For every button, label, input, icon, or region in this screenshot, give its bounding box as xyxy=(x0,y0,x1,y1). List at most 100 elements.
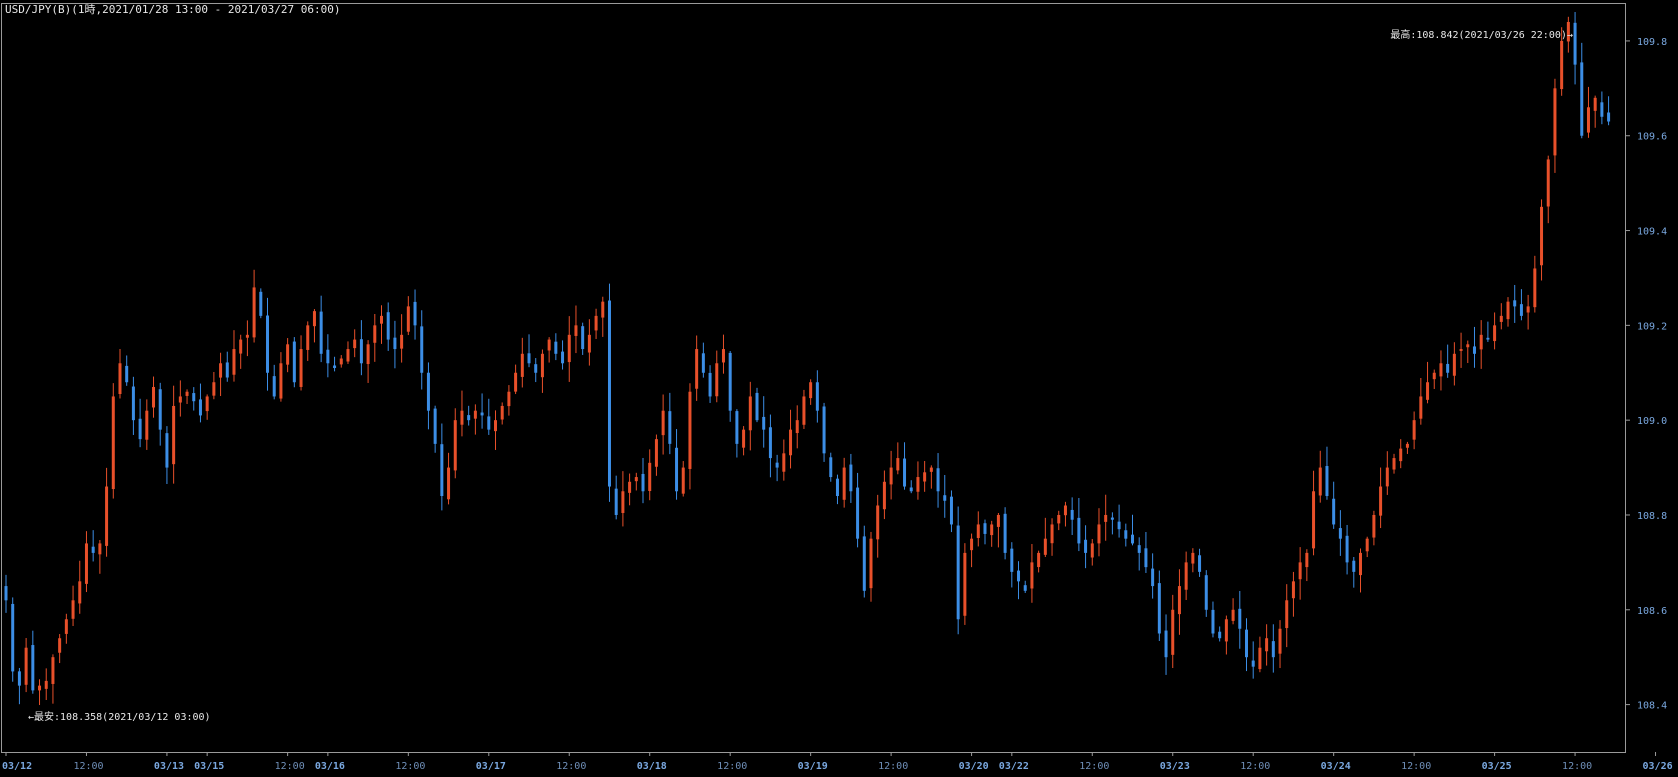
candle-body xyxy=(1198,555,1202,572)
candle-body xyxy=(1251,660,1255,667)
candle-body xyxy=(1546,159,1550,207)
candle-body xyxy=(721,349,725,363)
candle-body xyxy=(51,657,55,684)
candle-body xyxy=(715,363,719,397)
candle-39 xyxy=(266,297,270,391)
candle-124 xyxy=(835,474,839,505)
candle-37 xyxy=(252,269,256,343)
candle-111 xyxy=(748,381,752,451)
candle-body xyxy=(1499,315,1503,322)
candle-167 xyxy=(1124,523,1128,547)
candle-8 xyxy=(58,634,62,664)
candle-15 xyxy=(105,467,109,557)
candle-19 xyxy=(131,376,135,435)
candle-body xyxy=(1057,514,1061,524)
candle-209 xyxy=(1405,441,1409,454)
x-tick-label: 03/24 xyxy=(1321,761,1351,772)
candle-25 xyxy=(172,385,176,484)
candle-143 xyxy=(963,543,967,625)
candle-body xyxy=(607,300,611,487)
candle-body xyxy=(333,365,337,369)
candle-body xyxy=(91,546,95,553)
candle-98 xyxy=(661,394,665,455)
candle-65 xyxy=(440,423,444,511)
candle-127 xyxy=(856,472,860,548)
candle-body xyxy=(319,311,323,354)
candle-204 xyxy=(1372,510,1376,546)
candle-41 xyxy=(279,352,283,402)
candle-46 xyxy=(312,309,316,343)
candle-4 xyxy=(31,630,35,694)
candle-148 xyxy=(996,513,1000,548)
candle-156 xyxy=(1050,518,1054,556)
candle-34 xyxy=(232,330,236,382)
candle-131 xyxy=(882,470,886,520)
candle-181 xyxy=(1218,626,1222,642)
candle-body xyxy=(373,325,377,343)
candle-178 xyxy=(1198,548,1202,577)
candle-body xyxy=(534,364,538,373)
candle-body xyxy=(990,524,994,536)
candle-body xyxy=(346,349,350,362)
candle-body xyxy=(1332,498,1336,525)
candle-body xyxy=(1164,630,1168,658)
candle-89 xyxy=(601,296,605,337)
candle-97 xyxy=(654,434,658,476)
candle-body xyxy=(889,467,893,485)
candle-132 xyxy=(889,450,893,500)
candle-body xyxy=(1405,443,1409,448)
candle-body xyxy=(1439,363,1443,377)
candle-body xyxy=(158,389,162,430)
candle-45 xyxy=(306,321,310,361)
candle-body xyxy=(292,341,296,383)
candle-233 xyxy=(1566,16,1570,53)
candle-238 xyxy=(1600,91,1604,125)
candle-201 xyxy=(1352,557,1356,588)
candle-192 xyxy=(1291,571,1295,617)
candle-body xyxy=(1486,337,1490,340)
candle-180 xyxy=(1211,601,1215,638)
candle-body xyxy=(339,358,343,365)
candle-151 xyxy=(1017,561,1021,600)
candle-body xyxy=(125,365,129,383)
candle-170 xyxy=(1144,531,1148,573)
candle-body xyxy=(1432,372,1436,380)
candle-110 xyxy=(742,426,746,456)
candle-body xyxy=(1519,304,1523,316)
candle-body xyxy=(675,447,679,492)
candle-body xyxy=(192,393,196,402)
candle-86 xyxy=(581,322,585,355)
candle-229 xyxy=(1540,199,1544,281)
candle-63 xyxy=(426,362,430,430)
candle-94 xyxy=(634,472,638,491)
candle-body xyxy=(286,344,290,365)
candle-184 xyxy=(1238,590,1242,649)
candle-body xyxy=(225,362,229,378)
candle-body xyxy=(1097,524,1101,544)
candle-84 xyxy=(567,316,571,382)
candle-body xyxy=(1325,466,1329,497)
candle-body xyxy=(17,671,21,686)
candle-body xyxy=(929,467,933,472)
candle-body xyxy=(1560,40,1564,90)
candle-body xyxy=(1023,585,1027,591)
candle-165 xyxy=(1110,512,1114,535)
candle-160 xyxy=(1077,497,1081,552)
candle-144 xyxy=(970,533,974,568)
candle-body xyxy=(400,334,404,349)
candle-22 xyxy=(152,376,156,418)
candle-1 xyxy=(11,597,15,682)
candle-115 xyxy=(775,454,779,482)
candle-body xyxy=(1459,349,1463,351)
candle-body xyxy=(856,487,860,539)
candle-212 xyxy=(1426,361,1430,404)
candle-body xyxy=(869,538,873,589)
y-tick-label: 108.4 xyxy=(1637,701,1667,712)
candle-body xyxy=(943,495,947,501)
candle-149 xyxy=(1003,507,1007,560)
candle-body xyxy=(326,349,330,364)
candle-body xyxy=(1084,539,1088,553)
candle-body xyxy=(581,326,585,350)
candle-30 xyxy=(205,394,209,420)
candle-body xyxy=(1124,530,1128,539)
